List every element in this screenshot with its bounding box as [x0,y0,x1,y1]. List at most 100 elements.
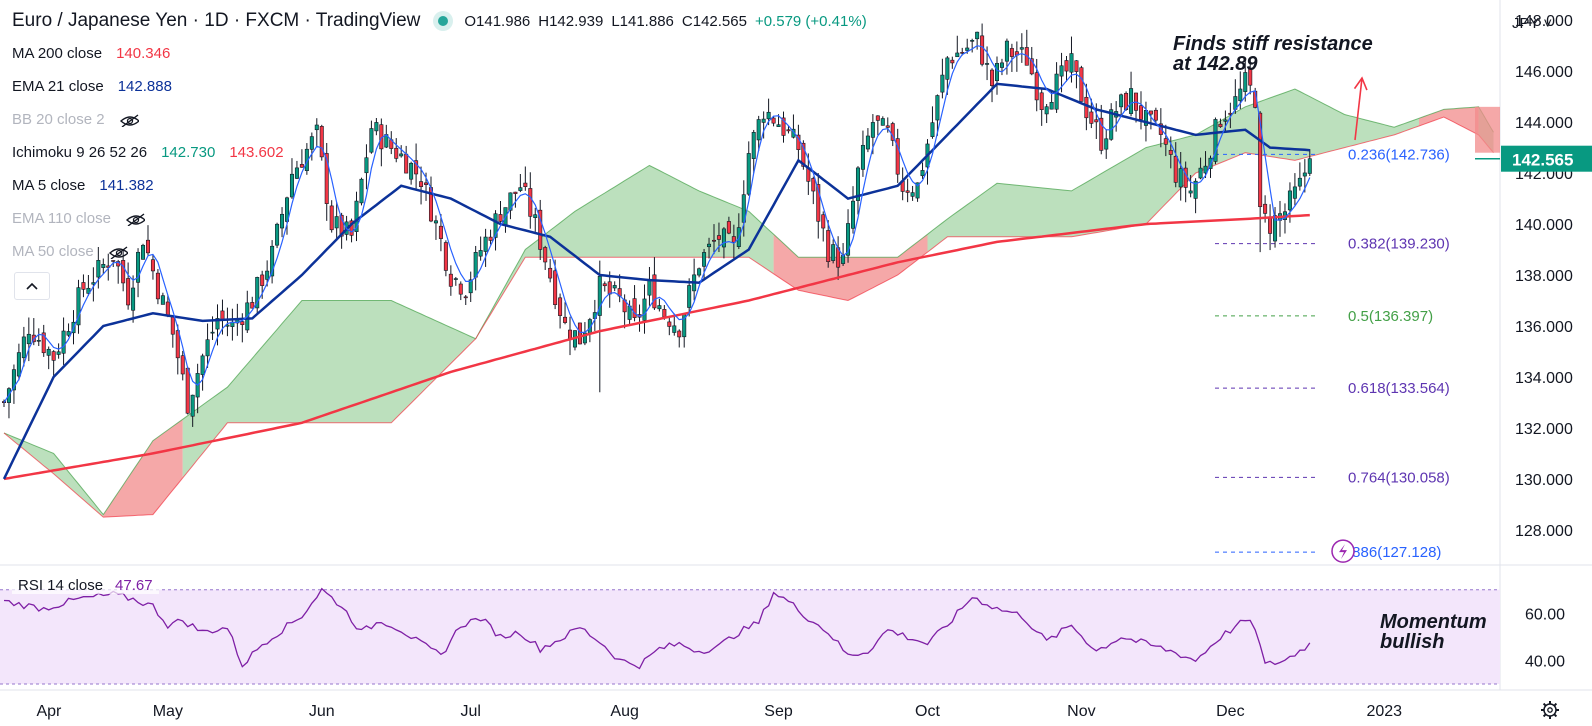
settings-gear-icon[interactable] [1540,700,1560,720]
candle [543,245,548,270]
candle-body [240,321,245,325]
candle-body [354,200,359,232]
eye-hidden-icon[interactable] [125,212,145,226]
candle-body [1203,165,1208,174]
candle-body [1173,155,1178,183]
candle [299,149,304,168]
candle-body [895,138,900,175]
candle-body [612,285,617,289]
candle-body [374,122,379,132]
candle [150,254,155,280]
rsi-value: 47.67 [115,577,153,594]
candle [786,125,791,134]
indicator-label: MA 5 close [12,177,86,194]
candle-body [1292,186,1297,199]
candle-body [960,52,965,54]
candle-body [657,305,662,310]
candle [170,316,175,348]
candle [865,128,870,153]
collapse-legend-button[interactable] [14,272,50,300]
rsi-legend[interactable]: RSI 14 close 47.67 [12,577,159,594]
candle-body [855,167,860,201]
candle [826,220,831,268]
candle [1297,162,1302,191]
candle [1302,159,1307,193]
candle [250,296,255,309]
candle [846,209,851,263]
candle-body [771,117,776,124]
candle-body [1129,88,1134,114]
indicator-legend-row[interactable]: MA 200 close 140.346 [12,45,170,62]
candle [1292,173,1297,206]
candle-body [86,287,91,294]
candle-body [999,62,1004,68]
candle-body [1223,119,1228,122]
candle-body [935,95,940,121]
candle-body [1268,217,1273,234]
rsi-tick-label: 60.00 [1525,606,1565,623]
candle-body [190,394,195,417]
indicator-legend-row[interactable]: MA 5 close 141.382 [12,177,154,194]
indicator-legend-row[interactable]: EMA 21 close 142.888 [12,78,172,95]
eye-hidden-icon[interactable] [119,113,139,127]
candle-body [1163,138,1168,145]
candle-body [498,214,503,222]
candle [632,285,637,322]
candle-body [662,309,667,318]
candle-body [141,244,146,260]
chevron-up-icon [26,282,38,290]
candle [160,292,165,305]
candle-body [880,118,885,126]
indicator-value: 142.730 [161,144,216,161]
candle [711,224,716,255]
candle [905,178,910,203]
symbol-title[interactable]: Euro / Japanese Yen · 1D · FXCM · Tradin… [12,10,421,31]
candle [101,258,106,274]
candle-body [339,214,344,237]
price-tick-label: 128.000 [1515,523,1573,540]
candle-body [1148,110,1153,115]
candle [225,307,230,337]
candle-body [359,178,364,204]
resistance-annotation-line1: Finds stiff resistance [1173,33,1373,55]
candle-body [1009,48,1014,57]
currency-selector[interactable]: JPY ˅ [1512,15,1552,32]
candle [746,141,751,196]
candle [453,276,458,286]
candle-body [940,74,945,93]
eye-hidden-icon[interactable] [108,245,128,259]
low-value: L141.886 [611,12,674,30]
indicator-legend-row[interactable]: MA 50 close [12,243,128,260]
candle [1173,142,1178,188]
candle-body [205,339,210,357]
candle [548,258,553,283]
candle [190,394,195,427]
candle [602,281,607,292]
indicator-legend-row[interactable]: EMA 110 close [12,210,145,227]
candle [285,196,290,235]
candle-body [324,153,329,204]
candle-body [349,220,354,236]
time-tick-label: Sep [764,703,793,720]
candle-body [677,330,682,338]
candle-body [1218,123,1223,128]
indicator-legend-row[interactable]: Ichimoku 9 26 52 26 142.730 143.602 [12,144,284,161]
candle-body [265,270,270,280]
candle-body [443,242,448,271]
candle-body [1029,58,1034,75]
candle [81,274,86,298]
candle [657,298,662,312]
candle [1119,93,1124,116]
candle [468,271,473,303]
indicator-legend-row[interactable]: BB 20 close 2 [12,111,139,128]
candle-body [126,278,131,306]
candle [389,131,394,155]
candle-body [642,298,647,321]
candle-body [1153,109,1158,121]
candle-body [215,318,220,330]
candle-body [483,236,488,252]
open-value: O141.986 [464,12,531,30]
candle [707,237,712,259]
candle [855,166,860,215]
